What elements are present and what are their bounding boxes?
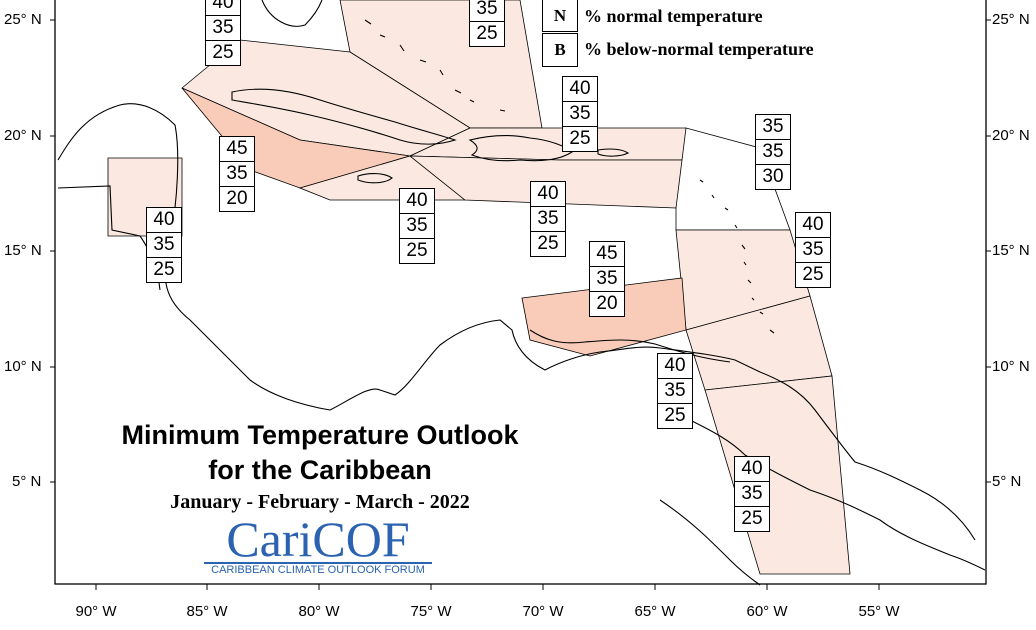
prob-box-bahamas: 35 25 xyxy=(469,0,505,47)
lat-label-left: 5° N xyxy=(12,473,42,490)
prob-normal: 35 xyxy=(470,0,504,22)
prob-normal: 35 xyxy=(531,207,565,232)
prob-normal: 35 xyxy=(147,233,181,258)
hispaniola-coast xyxy=(468,135,573,162)
prob-normal: 35 xyxy=(735,482,769,507)
map-frame xyxy=(54,0,987,585)
lat-label-left: 15° N xyxy=(4,242,42,259)
prob-below: 25 xyxy=(802,264,824,285)
prob-box-northwest: 40 35 25 xyxy=(205,0,241,66)
prob-below: 20 xyxy=(596,293,618,314)
prob-below: 25 xyxy=(741,508,763,529)
lat-label-left: 10° N xyxy=(4,358,42,375)
legend-text-below: % below-normal temperature xyxy=(584,39,814,59)
prob-box-hispaniola-north: 40 35 25 xyxy=(562,76,598,152)
prob-below: 25 xyxy=(153,259,175,280)
prob-box-guianas: 40 35 25 xyxy=(734,456,770,532)
map-subtitle: January - February - March - 2022 xyxy=(170,491,470,513)
logo-tagline: CARIBBEAN CLIMATE OUTLOOK FORUM xyxy=(211,564,425,576)
lon-label: 60° W xyxy=(746,603,788,620)
prob-box-leeward: 35 35 30 xyxy=(755,114,791,190)
map-title: Minimum Temperature Outlook xyxy=(121,420,519,450)
prob-normal: 35 xyxy=(220,162,254,187)
prob-box-abc-islands: 45 35 20 xyxy=(589,241,625,317)
prob-above: 40 xyxy=(563,77,597,102)
prob-box-belize: 40 35 25 xyxy=(146,207,182,283)
prob-normal: 35 xyxy=(796,238,830,263)
prob-above: 45 xyxy=(220,137,254,162)
prob-normal: 35 xyxy=(563,102,597,127)
bahamas-islands xyxy=(364,19,506,112)
lon-label: 70° W xyxy=(522,603,564,620)
legend-key-normal: N xyxy=(542,0,578,32)
lon-label: 85° W xyxy=(186,603,228,620)
region-guianas xyxy=(704,375,851,575)
prob-normal: 35 xyxy=(590,267,624,292)
prob-below: 25 xyxy=(537,233,559,254)
prob-below: 25 xyxy=(664,405,686,426)
prob-box-trinidad: 40 35 25 xyxy=(657,353,693,429)
prob-above: 40 xyxy=(796,213,830,238)
caricof-logo: CariCOF CARIBBEAN CLIMATE OUTLOOK FORUM xyxy=(200,512,436,580)
legend-text-normal: % normal temperature xyxy=(584,6,763,26)
prob-normal: 35 xyxy=(400,214,434,239)
map-title-line2: for the Caribbean xyxy=(208,455,432,485)
lat-label-right: 15° N xyxy=(992,242,1030,259)
prob-below: 25 xyxy=(569,128,591,149)
prob-above: 45 xyxy=(590,242,624,267)
lon-label: 65° W xyxy=(634,603,676,620)
prob-below: 25 xyxy=(476,23,498,44)
region-abc-islands xyxy=(521,277,687,357)
lat-label-left: 20° N xyxy=(4,127,42,144)
prob-above: 40 xyxy=(206,0,240,16)
lon-label: 90° W xyxy=(75,603,117,620)
prob-above: 40 xyxy=(400,189,434,214)
prob-above: 40 xyxy=(147,208,181,233)
prob-normal: 35 xyxy=(206,16,240,41)
lon-label: 80° W xyxy=(298,603,340,620)
legend-key-below: B xyxy=(542,33,578,67)
logo-underline xyxy=(204,562,432,564)
prob-above: 40 xyxy=(658,354,692,379)
prob-below: 20 xyxy=(226,188,248,209)
prob-above: 40 xyxy=(531,182,565,207)
prob-below: 25 xyxy=(212,42,234,63)
puerto-rico-coast xyxy=(597,148,630,157)
jamaica-coast xyxy=(357,173,393,184)
prob-normal: 35 xyxy=(658,379,692,404)
prob-above: 35 xyxy=(756,115,790,140)
prob-normal: 35 xyxy=(756,140,790,165)
lat-label-right: 10° N xyxy=(992,358,1030,375)
logo-wordmark: CariCOF xyxy=(226,511,410,567)
prob-box-hispaniola-south: 40 35 25 xyxy=(530,181,566,257)
axis-ticks xyxy=(50,19,991,590)
lesser-antilles-islands xyxy=(699,179,775,334)
cuba-coast xyxy=(231,88,457,145)
lat-label-right: 5° N xyxy=(992,473,1022,490)
prob-below: 25 xyxy=(406,240,428,261)
prob-box-cuba: 45 35 20 xyxy=(219,136,255,212)
prob-box-windward: 40 35 25 xyxy=(795,212,831,288)
prob-box-jamaica: 40 35 25 xyxy=(399,188,435,264)
central-america-coast xyxy=(57,103,976,541)
florida-coast xyxy=(261,0,323,27)
lat-label-left: 25° N xyxy=(4,11,42,28)
lon-label: 55° W xyxy=(858,603,900,620)
lat-label-right: 25° N xyxy=(992,11,1030,28)
outlook-regions xyxy=(107,0,851,575)
lat-label-right: 20° N xyxy=(992,127,1030,144)
prob-below: 30 xyxy=(762,166,784,187)
prob-above: 40 xyxy=(735,457,769,482)
lon-label: 75° W xyxy=(410,603,452,620)
